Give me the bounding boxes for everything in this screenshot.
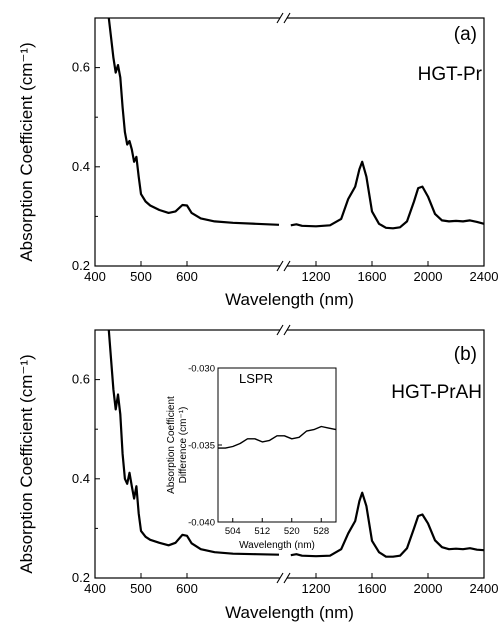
x-axis-label: Wavelength (nm) xyxy=(225,603,354,622)
panel-a: 0.2 0.4 0.6 400 500 600 1200 1600 2000 2400 (a) HGT… xyxy=(17,12,499,309)
axis-break-gap xyxy=(280,263,287,269)
y-axis-label: Absorption Coefficient (cm⁻¹) xyxy=(17,42,36,261)
y-tick-label: 0.6 xyxy=(72,60,90,75)
x-tick-label: 1600 xyxy=(358,581,387,596)
x-tick-label: 1200 xyxy=(302,269,331,284)
axis-break-mark xyxy=(276,324,284,336)
series-line xyxy=(107,329,280,556)
x-tick-label: 600 xyxy=(176,269,198,284)
x-tick-label: 400 xyxy=(84,581,106,596)
panel-b: 0.2 0.4 0.6 400 500 600 1200 1600 2000 2400 (b) HGT… xyxy=(17,324,499,622)
plot-frame xyxy=(94,329,485,579)
axis-break-gap xyxy=(280,575,287,581)
panel-label: (a) xyxy=(454,24,477,45)
inset-x-tick-label: 504 xyxy=(225,526,241,537)
inset-annotation: LSPR xyxy=(239,371,273,386)
x-tick-label: 1600 xyxy=(358,269,387,284)
inset-x-tick-label: 512 xyxy=(254,526,270,537)
x-tick-label: 500 xyxy=(130,269,152,284)
axis-break-gap xyxy=(280,327,287,333)
x-tick-label: 500 xyxy=(130,581,152,596)
axis-break-mark xyxy=(283,260,291,272)
x-tick-label: 600 xyxy=(176,581,198,596)
x-tick-label: 400 xyxy=(84,269,106,284)
axis-break-mark xyxy=(283,572,291,584)
sample-label: HGT-PrAH xyxy=(391,382,482,403)
y-axis-label: Absorption Coefficient (cm⁻¹) xyxy=(17,354,36,573)
series-line xyxy=(290,491,485,558)
x-tick-label: 1200 xyxy=(302,581,331,596)
x-tick-label: 2400 xyxy=(470,269,499,284)
plot-frame xyxy=(94,17,485,267)
axis-break-mark xyxy=(283,12,291,24)
axis-break-mark xyxy=(276,572,284,584)
y-tick-label: 0.2 xyxy=(72,258,90,273)
inset-x-tick-label: 520 xyxy=(284,526,300,537)
x-tick-label: 2000 xyxy=(414,269,443,284)
axis-break-mark xyxy=(276,260,284,272)
axis-break-gap xyxy=(280,15,287,21)
y-tick-label: 0.4 xyxy=(72,159,90,174)
inset-x-tick-label: 528 xyxy=(313,526,329,537)
inset-chart: 504 512 520 528 -0.040 -0.035 -0.030 LSPR Wavele… xyxy=(166,364,337,551)
inset-x-axis-label: Wavelength (nm) xyxy=(239,540,315,551)
series-line xyxy=(290,160,485,230)
inset-series-line xyxy=(218,425,337,449)
series-line xyxy=(107,17,280,226)
x-tick-label: 2000 xyxy=(414,581,443,596)
panel-label: (b) xyxy=(454,344,477,365)
inset-y-tick-label: -0.035 xyxy=(188,441,215,452)
inset-y-tick-label: -0.040 xyxy=(188,518,215,529)
sample-label: HGT-Pr xyxy=(418,64,483,85)
y-tick-label: 0.4 xyxy=(72,471,90,486)
y-tick-label: 0.6 xyxy=(72,372,90,387)
x-axis-label: Wavelength (nm) xyxy=(225,290,354,309)
y-tick-label: 0.2 xyxy=(72,570,90,585)
inset-y-axis-label-line1: Absorption Coefficient xyxy=(166,396,177,494)
axis-break-mark xyxy=(283,324,291,336)
axis-break-mark xyxy=(276,12,284,24)
inset-y-tick-label: -0.030 xyxy=(188,364,215,375)
inset-y-axis-label-line2: Difference (cm⁻¹) xyxy=(178,407,189,484)
x-tick-label: 2400 xyxy=(470,581,499,596)
